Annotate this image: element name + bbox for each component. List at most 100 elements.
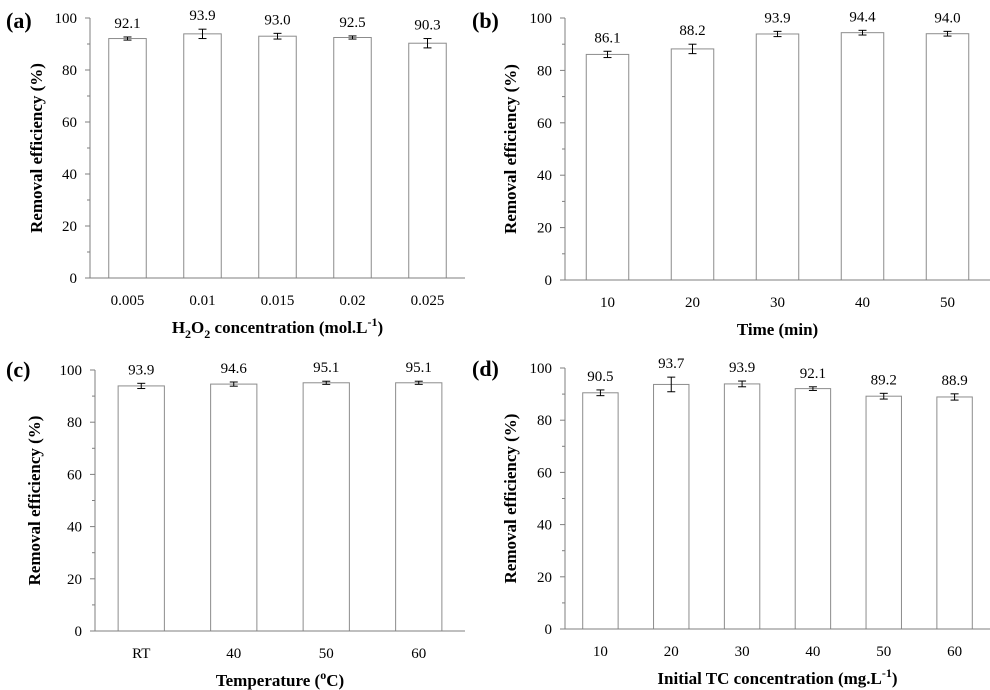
x-axis-label-part: concentration (mol.L — [210, 318, 367, 337]
bar — [755, 33, 800, 281]
x-tick-label: 40 — [226, 646, 241, 662]
data-label: 93.0 — [264, 12, 290, 28]
bar — [408, 42, 447, 279]
bar — [117, 385, 165, 632]
x-tick-label: 40 — [855, 295, 870, 311]
data-label: 88.2 — [679, 23, 705, 39]
x-axis-label: Temperature (oC) — [216, 668, 344, 690]
bar — [108, 38, 147, 279]
error-bar — [603, 50, 612, 59]
x-tick-label: 0.01 — [189, 293, 215, 309]
x-tick-label: 10 — [593, 644, 608, 660]
error-bar — [348, 35, 357, 40]
x-tick-label: 10 — [600, 295, 615, 311]
bar — [333, 37, 372, 279]
bar — [183, 33, 222, 279]
data-label: 93.7 — [658, 356, 685, 372]
y-tick-label: 40 — [67, 520, 82, 536]
data-label: 89.2 — [871, 372, 897, 388]
x-tick-label: 50 — [319, 646, 334, 662]
x-axis-label-part: 2 — [185, 327, 191, 341]
x-axis-label-part: O — [191, 318, 204, 337]
x-axis-label-part: H — [172, 318, 185, 337]
panel-label: (b) — [472, 8, 499, 33]
x-tick-label: 30 — [770, 295, 785, 311]
data-label: 92.1 — [800, 366, 826, 382]
panel-label: (a) — [6, 8, 32, 33]
data-label: 93.9 — [128, 362, 154, 378]
y-axis-label: Removal efficiency (%) — [27, 63, 46, 233]
bar — [258, 35, 297, 279]
x-axis-label: Initial TC concentration (mg.L-1) — [657, 666, 897, 688]
x-tick-label: 40 — [805, 644, 820, 660]
x-axis-label-part: o — [320, 668, 326, 682]
x-tick-label: 0.025 — [411, 293, 445, 309]
bar — [670, 48, 715, 281]
data-label: 93.9 — [189, 8, 215, 24]
y-tick-label: 100 — [530, 11, 553, 27]
x-tick-label: 60 — [947, 644, 962, 660]
error-bar — [879, 392, 888, 400]
x-axis-label: Time (min) — [737, 320, 818, 339]
error-bar — [738, 380, 747, 388]
bar — [865, 395, 902, 630]
x-tick-label: 20 — [685, 295, 700, 311]
bar — [585, 53, 630, 281]
error-bar — [596, 389, 605, 397]
bar — [925, 33, 970, 281]
error-bar — [858, 29, 867, 36]
x-tick-label: 0.015 — [261, 293, 295, 309]
error-bar — [943, 30, 952, 37]
bar — [302, 382, 350, 632]
data-label: 92.5 — [339, 15, 365, 31]
bar — [723, 383, 761, 630]
x-axis-label-part: -1 — [882, 666, 892, 680]
y-tick-label: 40 — [537, 518, 552, 534]
y-axis-label: Removal efficiency (%) — [501, 64, 520, 234]
x-axis-label: H2O2 concentration (mol.L-1) — [172, 315, 383, 341]
error-bar — [808, 386, 817, 391]
bar — [395, 382, 443, 632]
data-label: 94.4 — [849, 9, 876, 25]
error-bar — [198, 28, 207, 40]
data-label: 86.1 — [594, 30, 620, 46]
y-axis-label: Removal efficiency (%) — [25, 416, 44, 586]
y-tick-label: 40 — [62, 167, 77, 183]
y-tick-label: 20 — [537, 221, 552, 237]
y-tick-label: 80 — [62, 63, 77, 79]
y-tick-label: 60 — [67, 467, 82, 483]
y-tick-label: 0 — [75, 624, 83, 640]
x-tick-label: 50 — [940, 295, 955, 311]
y-tick-label: 80 — [537, 63, 552, 79]
error-bar — [137, 382, 146, 390]
y-tick-label: 20 — [62, 219, 77, 235]
data-label: 93.9 — [764, 10, 790, 26]
x-axis-label-part: Temperature ( — [216, 671, 321, 690]
data-label: 93.9 — [729, 360, 755, 376]
panel-a: (a) 92.1 0.005 93.9 0.01 93.0 0.015 92.5 0.02 90.… — [6, 8, 465, 341]
data-label: 95.1 — [313, 360, 339, 376]
error-bar — [950, 393, 959, 401]
error-bar — [414, 380, 423, 385]
x-axis-label-part: ) — [892, 669, 898, 688]
error-bar — [667, 376, 676, 393]
y-tick-label: 100 — [55, 11, 78, 27]
data-label: 94.0 — [934, 10, 960, 26]
error-bar — [273, 32, 282, 40]
x-tick-label: 50 — [876, 644, 891, 660]
error-bar — [229, 381, 238, 387]
bar — [582, 392, 619, 630]
data-label: 88.9 — [941, 373, 967, 389]
error-bar — [322, 380, 331, 385]
bar — [210, 383, 258, 632]
bar — [653, 383, 690, 630]
data-label: 94.6 — [221, 361, 248, 377]
y-tick-label: 100 — [60, 363, 83, 379]
y-tick-label: 0 — [545, 622, 553, 638]
error-bar — [423, 38, 432, 49]
y-tick-label: 80 — [537, 413, 552, 429]
x-axis-label-part: Time (min) — [737, 320, 818, 339]
x-tick-label: 30 — [735, 644, 750, 660]
panel-c: (c) 93.9 RT 94.6 40 95.1 50 95.1 60 0 20 40 60 80 100 R… — [6, 357, 465, 690]
x-tick-label: RT — [132, 646, 150, 662]
